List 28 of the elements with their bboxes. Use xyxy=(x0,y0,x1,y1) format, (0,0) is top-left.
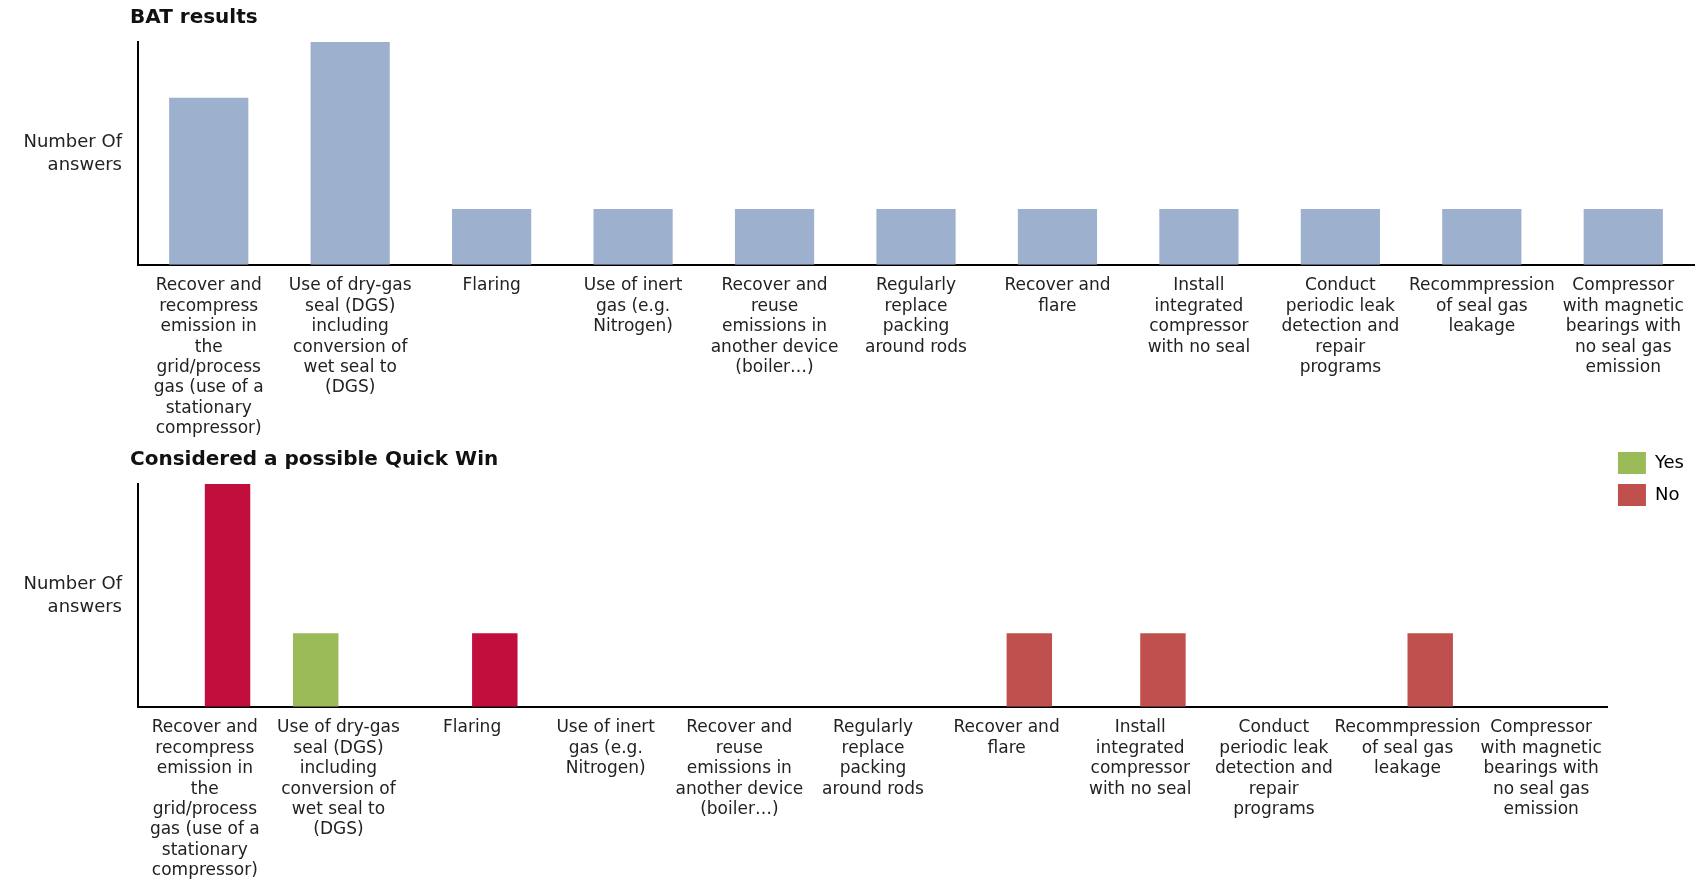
x-tick-label: Recover and flare xyxy=(953,716,1060,757)
x-tick-label: Use of dry-gas seal (DGS) including conversion of wet seal to (DGS) xyxy=(288,274,412,397)
x-tick-label: Install integrated compressor with no seal xyxy=(1147,274,1251,356)
legend-label: Yes xyxy=(1653,450,1685,472)
x-tick-label: Conduct periodic leak detection and repair programs xyxy=(1215,716,1333,819)
chart-title: BAT results xyxy=(130,4,258,29)
x-tick-label: Conduct periodic leak detection and repair programs xyxy=(1281,274,1400,377)
x-tick-label: Recover and recompress emission in the grid/process gas (use of a stationary compressor) xyxy=(153,274,264,438)
x-tick-label: Recover and reuse emissions in another device (boiler…) xyxy=(675,716,804,819)
x-tick-label: Use of inert gas (e.g. Nitrogen) xyxy=(556,716,656,778)
x-tick-label: Install integrated compressor with no seal xyxy=(1088,716,1192,798)
x-tick-label: Compressor with magnetic bearings with no seal gas emission xyxy=(1480,716,1602,819)
x-tick-label: Regularly replace packing around rods xyxy=(822,716,925,798)
legend-label: No xyxy=(1654,482,1680,504)
chart-title: Considered a possible Quick Win xyxy=(130,446,499,471)
x-tick-label: Flaring xyxy=(442,716,502,737)
x-tick-label: Recover and reuse emissions in another device (boiler…) xyxy=(710,274,839,377)
x-tick-label: Use of dry-gas seal (DGS) including conversion of wet seal to (DGS) xyxy=(277,716,400,839)
x-tick-label: Regularly replace packing around rods xyxy=(865,274,968,356)
y-axis-title: Number Of answers xyxy=(23,571,123,616)
x-tick-label: Recommpression of seal gas leakage xyxy=(1334,716,1481,778)
x-tick-label: Compressor with magnetic bearings with no seal gas emission xyxy=(1562,274,1684,377)
x-tick-label: Use of inert gas (e.g. Nitrogen) xyxy=(583,274,683,336)
y-axis-title: Number Of answers xyxy=(23,129,123,174)
x-tick-label: Flaring xyxy=(462,274,521,295)
x-tick-label: Recommpression of seal gas leakage xyxy=(1408,274,1555,336)
x-tick-label: Recover and recompress emission in the grid/process gas (use of a stationary compressor) xyxy=(149,716,260,880)
x-tick-label: Recover and flare xyxy=(1004,274,1111,315)
